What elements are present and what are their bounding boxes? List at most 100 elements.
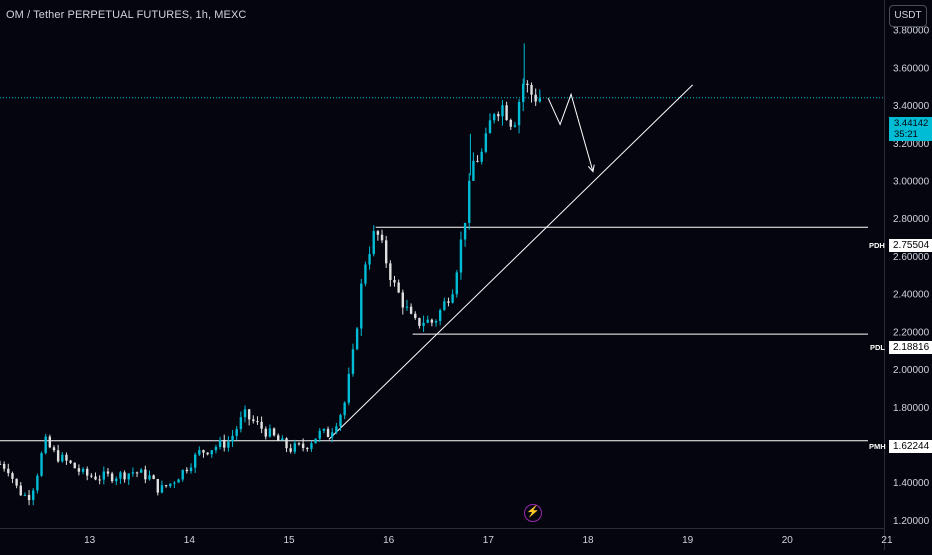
candle-body: [331, 432, 334, 438]
candle-body: [102, 471, 106, 480]
candle-body: [414, 313, 417, 319]
candle-body: [206, 452, 209, 455]
candle-body: [210, 450, 213, 455]
bar-countdown: 35:21: [894, 129, 918, 140]
candle-body: [455, 272, 458, 295]
y-tick-label: 2.20000: [893, 327, 930, 338]
candle-body: [517, 102, 521, 126]
candle-body: [306, 447, 309, 449]
candle-body: [218, 439, 222, 447]
level-value-pdl: 2.18816: [889, 341, 932, 354]
candle-body: [351, 349, 355, 374]
candle-body: [139, 469, 143, 473]
candle-body: [135, 472, 139, 474]
candle-body: [223, 439, 226, 448]
candle-body: [397, 282, 400, 293]
candle-body: [335, 426, 338, 433]
candle-body: [144, 469, 147, 480]
candle-body: [148, 475, 151, 480]
candle-body: [90, 475, 93, 477]
candle-body: [463, 222, 467, 240]
candle-body: [2, 463, 6, 469]
last-price-value: 3.44142: [894, 118, 929, 129]
x-tick-label: 19: [682, 535, 694, 546]
candle-body: [434, 321, 438, 323]
lightning-icon[interactable]: ⚡: [524, 504, 542, 522]
candle-body: [297, 443, 301, 445]
y-tick-label: 1.80000: [893, 403, 930, 414]
candle-body: [409, 306, 413, 314]
projection-path: [547, 92, 594, 172]
candle-body: [301, 443, 305, 448]
candle-body: [44, 436, 47, 454]
candle-body: [256, 421, 259, 423]
level-value-pmh: 1.62244: [889, 440, 932, 453]
candle-body: [364, 264, 367, 284]
candle-body: [430, 319, 434, 323]
candle-body: [77, 468, 81, 472]
candle-body: [484, 133, 488, 152]
candle-body: [69, 460, 72, 463]
candle-body: [376, 231, 380, 235]
candle-body: [40, 453, 43, 476]
candle-body: [488, 120, 492, 134]
candle-body: [372, 231, 375, 255]
chart-title: OM / Tether PERPETUAL FUTURES, 1h, MEXC: [6, 9, 247, 21]
candle-body: [281, 438, 284, 441]
candle-body: [268, 428, 272, 437]
candle-body: [438, 310, 442, 322]
last-price-badge: 3.44142 35:21: [889, 117, 932, 141]
candle-body: [339, 415, 342, 427]
candle-body: [227, 441, 230, 448]
candle-body: [94, 476, 97, 480]
y-tick-label: 3.40000: [893, 101, 930, 112]
candle-body: [32, 490, 35, 501]
x-tick-label: 21: [881, 535, 893, 546]
candle-body: [52, 447, 56, 451]
candle-body: [110, 473, 114, 482]
candle-body: [322, 428, 326, 431]
candle-body: [285, 438, 288, 449]
x-tick-label: 17: [483, 535, 495, 546]
candle-body: [36, 475, 39, 491]
y-tick-label: 1.20000: [893, 516, 930, 527]
level-label-pdh: PDH: [869, 241, 885, 250]
candle-body: [231, 435, 234, 442]
candle-body: [343, 402, 346, 416]
level-value-pdh: 2.75504: [889, 239, 932, 252]
y-tick-label: 3.00000: [893, 177, 930, 188]
candle-body: [65, 454, 68, 461]
candle-body: [119, 472, 122, 479]
candle-body: [264, 428, 267, 437]
x-tick-label: 16: [383, 535, 395, 546]
candle-body: [476, 160, 479, 162]
candle-body: [164, 485, 168, 487]
candle-body: [459, 239, 463, 273]
candle-body: [169, 483, 172, 487]
candle-body: [189, 467, 193, 472]
currency-selector-button[interactable]: USDT: [889, 5, 927, 27]
candle-body: [497, 114, 500, 117]
candle-body: [127, 473, 130, 480]
candle-body: [422, 322, 425, 326]
candle-body: [443, 301, 446, 311]
candle-body: [272, 428, 276, 436]
y-tick-label: 3.20000: [893, 139, 930, 150]
candle-body: [98, 479, 101, 481]
x-tick-label: 20: [782, 535, 794, 546]
candle-body: [214, 446, 218, 451]
candle-body: [501, 105, 504, 117]
x-tick-label: 13: [84, 535, 96, 546]
candle-body: [505, 105, 508, 121]
candle-body: [48, 436, 52, 448]
candle-body: [252, 419, 255, 422]
candle-body: [401, 292, 404, 308]
candle-body: [73, 462, 76, 469]
candle-body: [360, 283, 363, 329]
candle-body: [468, 180, 471, 223]
x-tick-label: 15: [283, 535, 295, 546]
candle-body: [368, 254, 371, 265]
candle-body: [393, 280, 396, 283]
